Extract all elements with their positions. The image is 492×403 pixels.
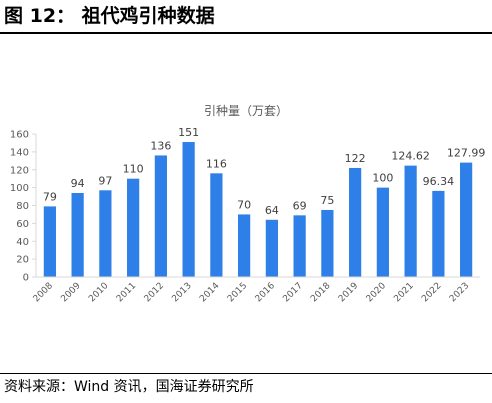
- bar: [210, 173, 223, 277]
- bar: [265, 219, 278, 277]
- data-label: 75: [320, 194, 334, 207]
- bar: [376, 187, 389, 277]
- bar: [99, 190, 112, 277]
- data-label: 110: [123, 163, 144, 176]
- bar: [182, 142, 195, 277]
- x-tick-label: 2009: [59, 281, 82, 304]
- chart-container: 引种量（万套） 0 20 40 60 80 100 120 140 160 79 94 97 110 1…: [0, 34, 492, 366]
- data-label: 116: [206, 157, 227, 170]
- figure-title: 图 12： 祖代鸡引种数据: [4, 5, 215, 27]
- bar: [432, 190, 445, 277]
- bar: [404, 165, 417, 277]
- bar-chart: 引种量（万套） 0 20 40 60 80 100 120 140 160 79 94 97 110 1…: [10, 104, 486, 304]
- x-tick-label: 2017: [281, 281, 304, 304]
- y-tick-label: 120: [10, 165, 29, 176]
- data-label: 94: [71, 177, 85, 190]
- data-label: 124.62: [391, 150, 430, 163]
- x-tick-label: 2018: [309, 281, 332, 304]
- data-label: 69: [293, 199, 307, 212]
- data-label: 64: [265, 204, 279, 217]
- data-label: 97: [98, 174, 112, 187]
- data-label: 122: [345, 152, 366, 165]
- x-tick-label: 2022: [420, 281, 443, 304]
- x-tick-label: 2023: [448, 281, 471, 304]
- data-label: 151: [178, 126, 199, 139]
- y-tick-label: 100: [10, 183, 29, 194]
- bar: [43, 206, 56, 277]
- source-divider: [0, 373, 492, 374]
- y-tick-label: 60: [16, 219, 29, 230]
- y-tick-label: 140: [10, 147, 29, 158]
- bar: [127, 178, 140, 277]
- y-tick-label: 20: [16, 255, 29, 266]
- bar: [71, 192, 84, 277]
- x-tick-label: 2012: [143, 281, 166, 304]
- x-tick-label: 2008: [32, 281, 55, 304]
- data-label: 100: [372, 172, 393, 185]
- bar: [321, 209, 334, 277]
- bars-group: [43, 142, 473, 277]
- x-tick-label: 2016: [254, 281, 277, 304]
- data-labels-group: 79 94 97 110 136 151 116 70 64 69 75 122 100 124.62 96…: [43, 126, 486, 217]
- y-tick-label: 160: [10, 130, 29, 141]
- data-label: 127.99: [447, 147, 486, 160]
- y-tick-label: 0: [23, 273, 29, 284]
- bar: [238, 214, 251, 277]
- x-tick-label: 2019: [337, 281, 360, 304]
- source-note: 资料来源：Wind 资讯，国海证券研究所: [4, 379, 254, 395]
- chart-title: 引种量（万套）: [204, 104, 288, 118]
- x-axis: 2008 2009 2010 2011 2012 2013 2014 2015 2016 2017…: [32, 276, 480, 304]
- x-tick-label: 2020: [365, 281, 388, 304]
- x-tick-label: 2010: [87, 281, 110, 304]
- y-tick-label: 80: [16, 201, 29, 212]
- x-tick-label: 2021: [392, 281, 415, 304]
- bar: [460, 162, 473, 277]
- y-tick-label: 40: [16, 237, 29, 248]
- data-label: 70: [237, 198, 251, 211]
- data-label: 79: [43, 190, 57, 203]
- bar: [349, 167, 362, 277]
- data-label: 136: [150, 139, 171, 152]
- bar: [154, 155, 167, 277]
- figure-header: 图 12： 祖代鸡引种数据: [0, 0, 492, 34]
- y-axis: 0 20 40 60 80 100 120 140 160: [10, 130, 37, 284]
- x-tick-label: 2014: [198, 281, 221, 304]
- data-label: 96.34: [423, 175, 455, 188]
- x-tick-label: 2011: [115, 281, 138, 304]
- bar: [293, 215, 306, 277]
- x-tick-label: 2015: [226, 281, 249, 304]
- x-tick-label: 2013: [170, 281, 193, 304]
